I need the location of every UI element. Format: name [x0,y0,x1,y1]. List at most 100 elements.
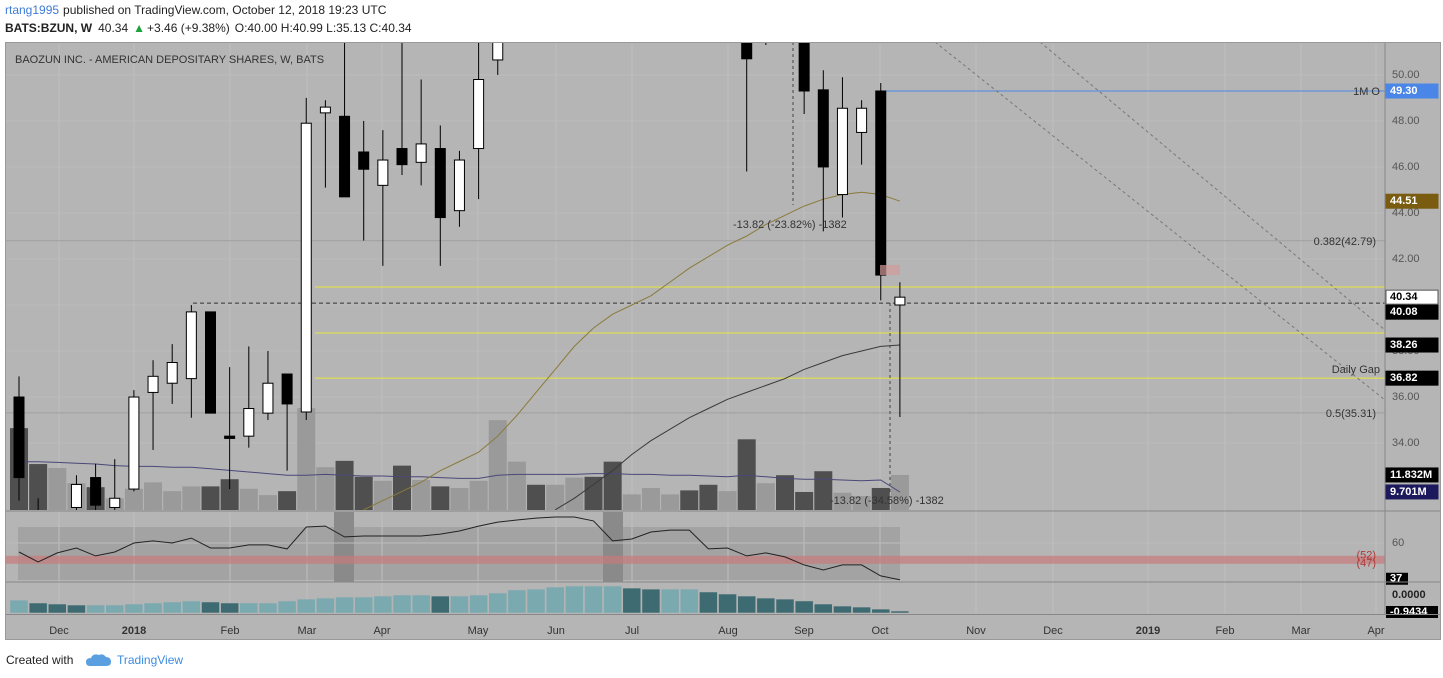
volume-bar [622,494,641,510]
volume-bar [354,476,373,510]
candle-body [761,10,771,38]
volume-bar [661,494,680,510]
axis-marker-label: 40.08 [1390,306,1418,318]
osc-bar [277,600,297,614]
osc-bar [431,595,450,614]
candle-body [434,148,446,219]
candle-body [817,89,829,168]
osc-bar [756,597,776,614]
symbol-line: BATS:BZUN, W 40.34 ▲ +3.46 (+9.38%) O:40.00 … [5,21,412,35]
volume-bar [220,479,239,510]
candle-body [319,106,331,114]
axis-marker [1385,467,1439,483]
volume-bar [890,474,909,510]
volume-bar [124,488,143,510]
chart-border [5,42,1441,640]
volume-bar [144,482,163,510]
osc-bar [48,603,67,614]
osc-bar [833,605,852,614]
x-tick-label: Dec [1043,625,1063,637]
axis-marker-label: 9.701M [1390,486,1427,498]
candle-body [128,396,140,490]
y-tick-label: 36.00 [1392,391,1420,403]
rsi-highlight [334,512,354,582]
osc-bar [297,598,316,614]
x-tick-label: Apr [1367,625,1384,637]
candle-body [396,148,408,166]
volume-bar [469,480,488,510]
author: rtang1995 [5,3,59,17]
volume-bar [546,484,565,510]
axis-marker [1385,484,1439,500]
price-pane [5,10,1385,510]
volume-bar [258,495,277,510]
candle-body [109,497,121,508]
candle-body [300,122,312,413]
candle-body [281,373,293,405]
osc-bar [603,585,622,614]
volume-bar [603,461,622,510]
volume-bar [852,495,871,510]
drawings [792,42,1385,495]
osc-bar [86,604,105,614]
change: +3.46 (+9.38%) [147,21,230,35]
osc-bar [794,600,814,614]
rsi-last-label: 37 [1390,573,1402,585]
axis-marker [1385,289,1439,305]
volume-bar [412,480,431,510]
volume-bar [488,420,507,510]
candle-body [473,79,485,150]
annotation: 0.382(42.79) [1314,236,1376,248]
volume-bar [795,491,814,510]
volume-bar [29,464,48,510]
rsi-highlight [603,512,623,582]
candle-body [894,296,906,306]
osc-bar [450,595,469,614]
osc-bar [316,597,335,614]
axis-marker-label: 49.30 [1390,85,1418,97]
candle-body [780,10,790,28]
symbol: BATS:BZUN, W [5,21,93,35]
candle-body [377,159,389,186]
candle-body [339,115,351,198]
annotation: 0.5(35.31) [1326,408,1376,420]
osc-bar [469,594,488,614]
osc-last-label: -0.9434 [1390,606,1428,618]
osc-bar [182,600,201,614]
volume-bar [163,491,182,510]
overlay: Dec 2018 Feb Mar Apr May Jun Jul Aug Sep Oct Nov Dec… [49,69,1439,637]
volume-bar [201,486,220,510]
osc-bar [660,588,680,614]
axis-marker [1385,83,1439,99]
volume-bar [871,487,890,510]
candle-body [13,396,25,479]
y-tick-label: 48.00 [1392,115,1420,127]
last-price: 40.34 [98,21,128,35]
osc-bar [67,604,86,614]
y-tick-label: 42.00 [1392,253,1420,265]
y-tick-label: 44.00 [1392,207,1420,219]
osc-bar [641,588,661,614]
axis-marker-label: 40.34 [1390,291,1418,303]
osc-bar [814,603,833,614]
volume-bar [814,471,833,510]
x-tick-label: Mar [1292,625,1311,637]
osc-bar [201,601,220,614]
osc-bar [28,602,48,614]
candle-body [875,90,887,276]
volume-bar [297,408,316,510]
x-tick-label: Feb [221,625,240,637]
candle-body [70,483,82,508]
y-tick-label: 50.00 [1392,69,1420,81]
osc-bar [488,592,507,614]
volume-bar [680,490,699,510]
osc-bar [392,594,412,614]
x-tick-label: 2018 [122,625,146,637]
volume-bar [584,476,603,510]
footer-brand: TradingView [117,653,183,667]
candle-body [358,151,370,170]
axis-marker [1385,370,1439,386]
volume-bar [776,475,794,510]
axis-marker [1385,304,1439,320]
rsi-line [18,516,900,581]
